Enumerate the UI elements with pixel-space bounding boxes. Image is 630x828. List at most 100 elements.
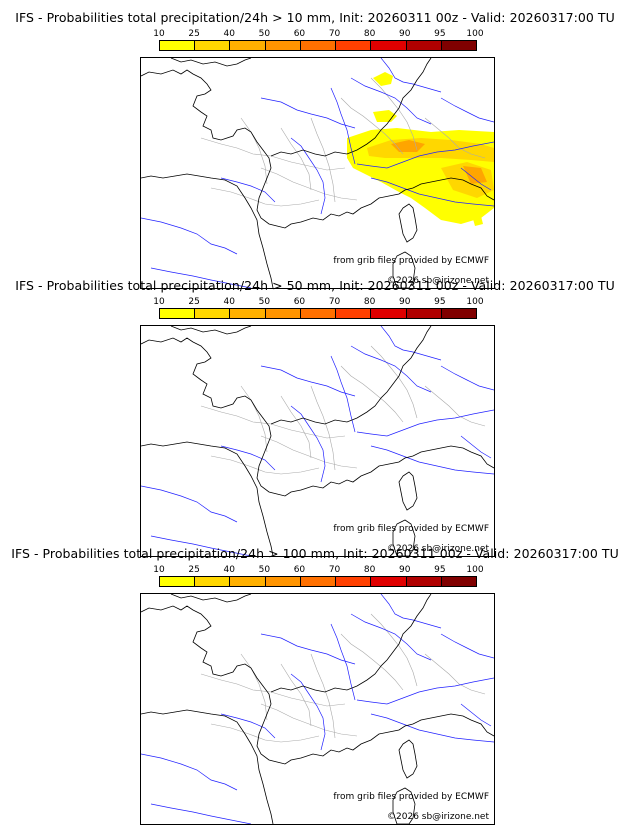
colorbar-tick-label: 60 — [293, 565, 306, 575]
admin-border — [424, 385, 486, 427]
admin-border — [210, 455, 320, 475]
river — [350, 345, 432, 393]
admin-border — [310, 117, 336, 203]
colorbar-segment — [160, 309, 196, 318]
river — [141, 217, 238, 255]
island-coastline — [392, 519, 416, 556]
colorbar-tick-label: 95 — [434, 565, 446, 575]
colorbar-segment — [441, 309, 476, 318]
island-coastline — [398, 203, 418, 243]
probability-map: from grib files provided by ECMWF ©2026 … — [140, 57, 495, 289]
colorbar-tick-label: 40 — [223, 297, 235, 307]
coastline — [270, 58, 432, 157]
colorbar-segment — [265, 309, 301, 318]
colorbar-segment — [406, 309, 442, 318]
island-coastline — [392, 787, 416, 824]
river — [141, 753, 238, 791]
coastline — [141, 173, 274, 288]
source-credit: from grib files provided by ECMWF — [333, 256, 489, 266]
admin-border — [340, 633, 404, 691]
colorbar-segment — [406, 41, 442, 50]
colorbar-segment — [441, 577, 476, 586]
colorbar-segment — [300, 41, 337, 50]
admin-border — [240, 653, 268, 721]
island-coastline — [398, 739, 418, 779]
colorbar-tick-label: 10 — [153, 565, 165, 575]
coastline — [170, 594, 252, 603]
prob-area-low — [373, 72, 393, 86]
river — [370, 445, 494, 475]
admin-border — [260, 167, 358, 201]
river — [220, 445, 276, 471]
colorbar-tick-label: 100 — [466, 297, 484, 307]
admin-border — [210, 187, 320, 207]
river — [380, 58, 442, 93]
colorbar-segment — [160, 41, 196, 50]
source-credit: from grib files provided by ECMWF — [333, 792, 489, 802]
admin-border — [260, 703, 358, 737]
colorbar-segment — [195, 577, 231, 586]
island-coastline — [392, 251, 416, 288]
island-coastline — [398, 471, 418, 511]
admin-border — [310, 385, 336, 471]
colorbar — [159, 308, 477, 319]
panel-10mm: IFS - Probabilities total precipitation/… — [0, 10, 630, 289]
river — [150, 535, 252, 556]
river — [440, 633, 494, 659]
river — [356, 141, 494, 169]
colorbar-segment — [406, 577, 442, 586]
coastline — [270, 594, 432, 693]
river — [370, 177, 494, 207]
coastline — [141, 709, 274, 824]
river — [356, 677, 494, 705]
colorbar-tick-label: 100 — [466, 565, 484, 575]
river — [460, 435, 492, 459]
admin-border — [370, 345, 418, 419]
colorbar-tick-label: 80 — [363, 29, 376, 39]
panel-100mm: IFS - Probabilities total precipitation/… — [0, 546, 630, 825]
coastline — [270, 326, 432, 425]
admin-border — [210, 723, 320, 743]
colorbar-segment — [300, 309, 337, 318]
colorbar — [159, 40, 477, 51]
colorbar-ticks: 10 25 40 50 60 70 80 90 95 100 — [153, 29, 483, 39]
admin-border — [280, 663, 312, 727]
admin-border — [424, 117, 486, 159]
colorbar-tick-label: 70 — [328, 29, 341, 39]
admin-border — [200, 673, 346, 707]
colorbar-tick-label: 60 — [293, 297, 306, 307]
river — [290, 405, 326, 483]
colorbar-tick-label: 50 — [258, 297, 271, 307]
colorbar-tick-label: 10 — [153, 297, 165, 307]
colorbar-segment — [265, 577, 301, 586]
admin-border — [370, 613, 418, 687]
panel-50mm: IFS - Probabilities total precipitation/… — [0, 278, 630, 557]
coastline — [141, 337, 494, 497]
map-canvas — [141, 58, 494, 288]
colorbar-tick-label: 90 — [399, 297, 411, 307]
copyright-credit: ©2026 sb@irizone.net — [387, 812, 489, 822]
river — [330, 623, 356, 701]
river — [356, 409, 494, 437]
colorbar-tick-label: 100 — [466, 29, 484, 39]
colorbar-tick-label: 40 — [223, 565, 235, 575]
colorbar-tick-label: 90 — [399, 565, 411, 575]
colorbar — [159, 576, 477, 587]
river — [330, 355, 356, 433]
admin-border — [260, 435, 358, 469]
colorbar-tick-label: 25 — [188, 297, 200, 307]
admin-border — [200, 405, 346, 439]
river — [220, 713, 276, 739]
river — [150, 803, 252, 824]
colorbar-tick-label: 80 — [363, 297, 376, 307]
prob-area-high — [463, 166, 487, 184]
admin-border — [280, 395, 312, 459]
colorbar-tick-label: 80 — [363, 565, 376, 575]
map-canvas — [141, 326, 494, 556]
colorbar-segment — [195, 41, 231, 50]
colorbar-tick-label: 25 — [188, 565, 200, 575]
colorbar-tick-label: 40 — [223, 29, 235, 39]
river — [350, 77, 432, 125]
colorbar-segment — [336, 309, 372, 318]
colorbar-segment — [230, 577, 266, 586]
